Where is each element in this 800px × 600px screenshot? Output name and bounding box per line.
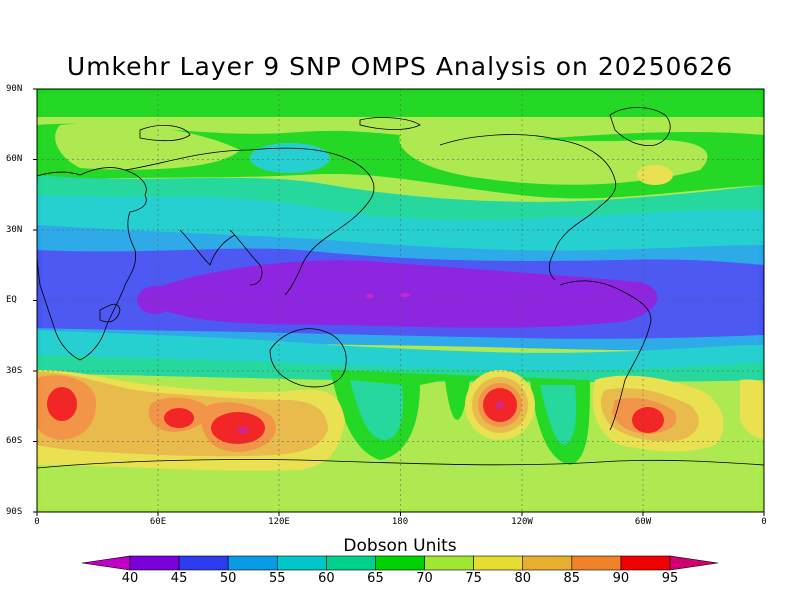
colorbar-tick-label: 45	[170, 571, 188, 586]
colorbar-tick-label: 60	[318, 571, 335, 586]
lon-label: 60W	[634, 517, 652, 527]
lat-label: 90N	[6, 84, 23, 94]
colorbar-tick-label: 95	[661, 571, 679, 586]
map-title: Umkehr Layer 9 SNP OMPS Analysis on 2025…	[66, 52, 734, 81]
colorbar-tick-label: 65	[367, 571, 384, 586]
colorbar-right-arrow	[669, 555, 719, 571]
lat-label: 90S	[6, 507, 23, 517]
axis-ticks	[33, 88, 765, 516]
colorbar-tick-label: 80	[514, 571, 531, 586]
lon-label: 0	[761, 517, 767, 527]
colorbar	[81, 555, 719, 571]
colorbar-box	[276, 555, 327, 571]
lon-label: 180	[391, 517, 409, 527]
colorbar-tick-label: 50	[219, 571, 237, 586]
coastlines	[37, 107, 764, 469]
lat-label: 30S	[6, 366, 23, 376]
colorbar-box	[178, 555, 229, 571]
colorbar-box	[473, 555, 524, 571]
colorbar-title: Dobson Units	[343, 536, 457, 556]
colorbar-box	[129, 555, 180, 571]
colorbar-tick-label: 70	[416, 571, 433, 586]
lat-label: 60S	[6, 436, 23, 446]
colorbar-tick-label: 55	[268, 571, 286, 586]
colorbar-box	[375, 555, 425, 571]
lon-label: 0	[34, 517, 40, 527]
colorbar-left-arrow	[81, 555, 131, 571]
colorbar-tick-label: 85	[563, 571, 581, 586]
lat-label: 30N	[6, 225, 23, 235]
colorbar-box	[326, 555, 376, 571]
colorbar-box	[571, 555, 622, 571]
colorbar-tick-label: 90	[612, 571, 630, 586]
gridlines	[37, 89, 764, 512]
lat-label: EQ	[6, 295, 17, 305]
colorbar-box	[620, 555, 671, 571]
colorbar-box	[424, 555, 474, 571]
lon-label: 120W	[511, 517, 533, 527]
colorbar-box	[522, 555, 573, 571]
lat-label: 60N	[6, 154, 23, 164]
lon-label: 60E	[149, 517, 167, 527]
colorbar-tick-label: 40	[121, 571, 139, 586]
lon-label: 120E	[268, 517, 290, 527]
colorbar-tick-label: 75	[465, 571, 482, 586]
colorbar-box	[227, 555, 278, 571]
